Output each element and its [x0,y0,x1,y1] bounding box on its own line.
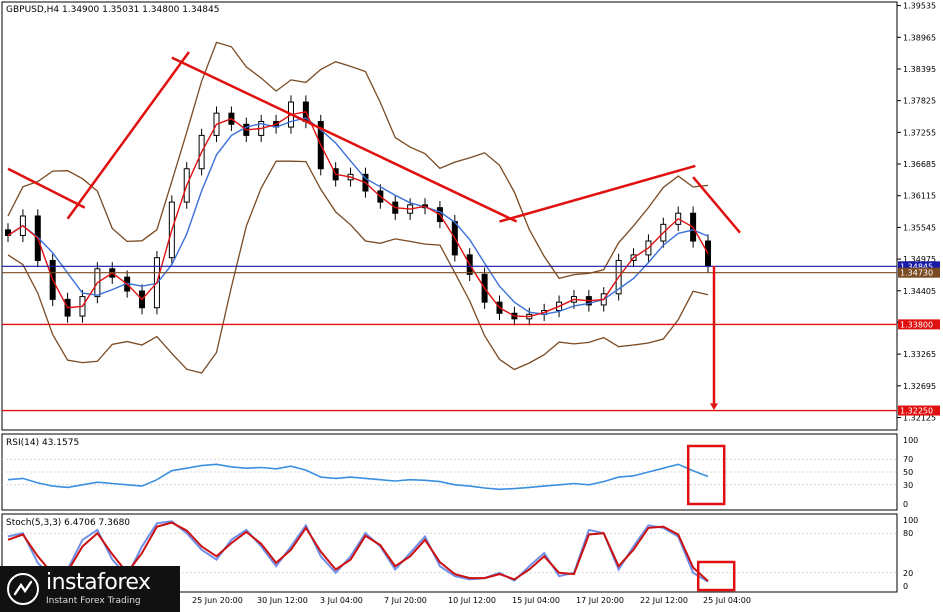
support-level-tag [898,319,940,330]
price-tick-label: 1.37825 [903,97,936,106]
trend-annotation-line [7,167,86,209]
price-tick-label: 1.38965 [903,33,936,42]
forecast-arrow-head [710,403,718,410]
rsi-tick-label: 30 [903,481,913,490]
instaforex-logo: instaforex Instant Forex Trading [0,566,180,612]
price-tick-label: 1.33265 [903,350,936,359]
logo-brand: instaforex [46,570,151,595]
price-tick-label: 1.32695 [903,382,936,391]
trend-annotation-line [66,51,190,220]
trend-annotation-line [692,176,741,234]
rsi-tick-label: 50 [903,468,913,477]
price-tick-label: 1.35545 [903,223,936,232]
time-axis-label: 17 Jul 20:00 [576,596,624,605]
stoch-tick-label: 20 [903,569,913,578]
stoch-pane-title: Stoch(5,3,3) 6.4706 7.3680 [6,518,130,528]
logo-mark-icon [7,573,39,605]
ma-fast-line [7,111,709,318]
stoch-tick-label: 0 [903,582,908,591]
logo-tagline: Instant Forex Trading [46,596,141,606]
price-tick-label: 1.34975 [903,255,936,264]
current-price-label: 1.34730 [900,269,933,278]
price-tick-label: 1.34405 [903,287,936,296]
price-tick-label: 1.39535 [903,2,936,11]
stoch-highlight-box [696,560,736,592]
stoch-tick-label: 100 [903,516,918,525]
time-axis-label: 7 Jul 20:00 [384,596,427,605]
rsi-tick-label: 70 [903,455,913,464]
price-tick-label: 1.38395 [903,65,936,74]
support-level-tag [898,405,940,416]
bollinger-lower-line [7,160,709,374]
time-axis-label: 22 Jul 12:00 [640,596,688,605]
price-tick-label: 1.36685 [903,160,936,169]
stoch-tick-label: 80 [903,529,913,538]
rsi-tick-label: 100 [903,436,918,445]
support-level-label: 1.33800 [900,320,933,329]
trend-annotation-line [171,56,518,223]
rsi-highlight-box [686,444,726,506]
time-axis-label: 10 Jul 12:00 [448,596,496,605]
rsi-pane-title: RSI(14) 43.1575 [6,438,79,448]
rsi-tick-label: 0 [903,500,908,509]
current-price-label: 1.34845 [900,262,933,271]
price-tick-label: 1.36115 [903,192,936,201]
ma-slow-line [7,117,709,315]
current-price-tag [898,261,940,272]
time-axis-label: 30 Jun 12:00 [257,596,308,605]
time-axis-label: 3 Jul 04:00 [320,596,363,605]
price-tick-label: 1.37255 [903,128,936,137]
price-tick-label: 1.32125 [903,413,936,422]
price-pane-title: GBPUSD,H4 1.34900 1.35031 1.34800 1.3484… [6,5,219,15]
time-axis-label: 25 Jul 04:00 [703,596,751,605]
current-price-tag [898,267,940,278]
trend-annotation-line [499,164,696,223]
rsi-line [7,463,709,491]
candle-body [705,240,711,267]
time-axis-label: 15 Jul 04:00 [512,596,560,605]
support-level-label: 1.32250 [900,407,933,416]
price-pane-frame [1,1,898,431]
time-axis-label: 25 Jun 20:00 [192,596,243,605]
